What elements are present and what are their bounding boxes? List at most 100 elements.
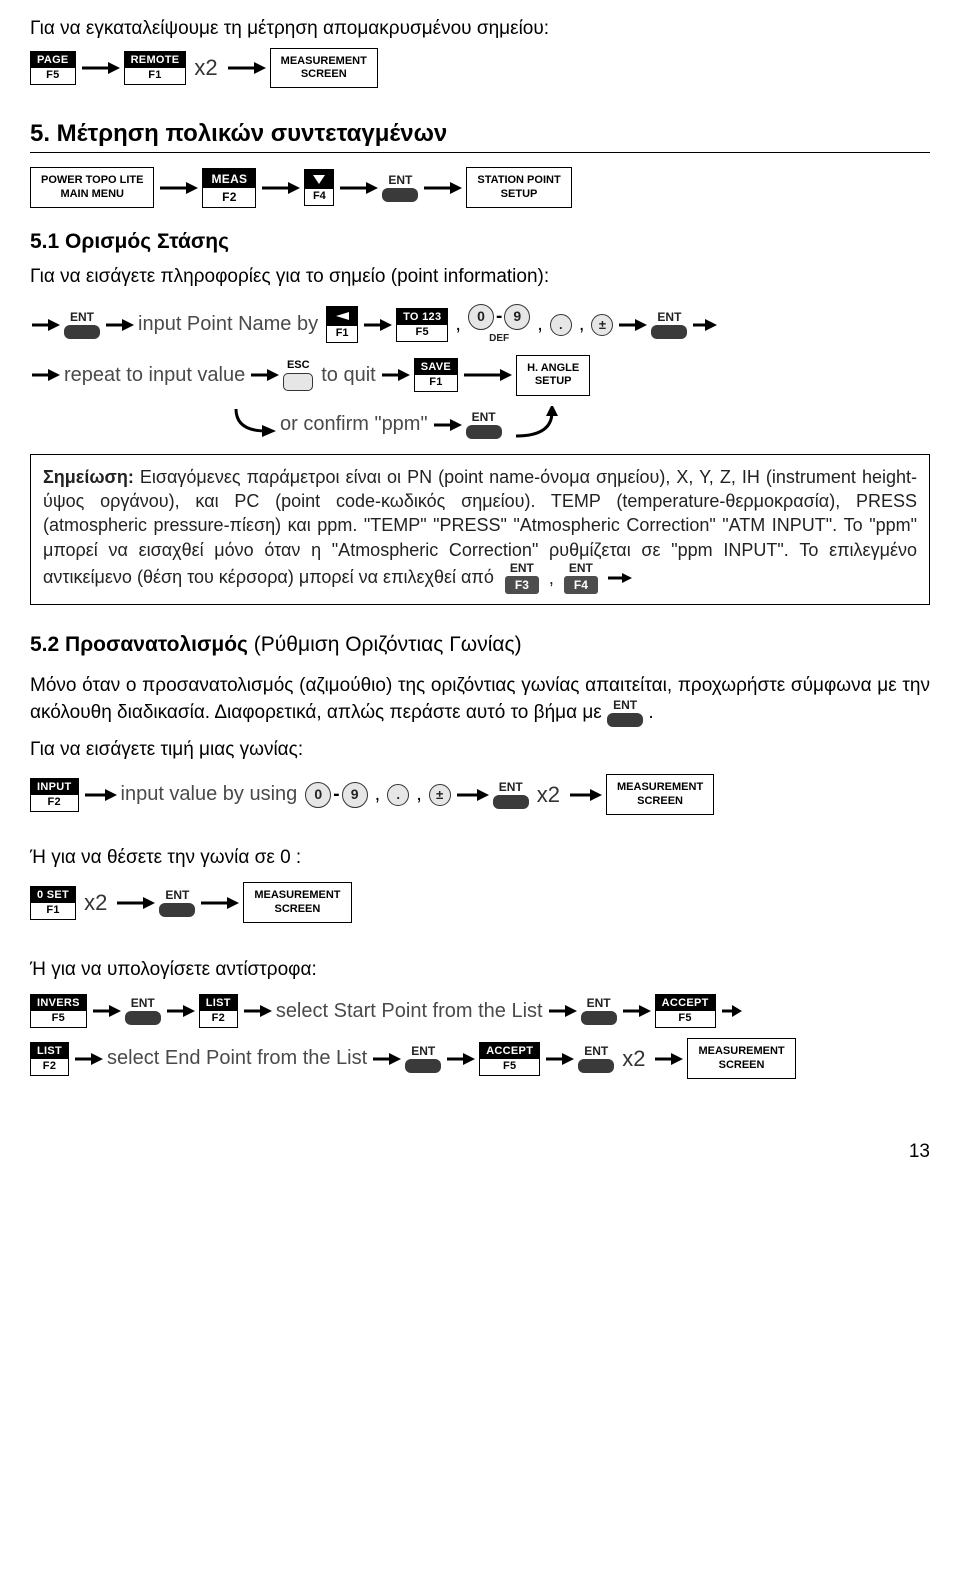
left-arrow-icon [327,307,357,326]
key-ent-inline: ENT [607,699,643,727]
key-dot: . [387,784,409,806]
key-plusminus: ± [591,314,613,336]
ent-button-icon [382,188,418,202]
arrow-right-icon [104,315,134,335]
x2-label: x2 [533,780,564,810]
key-list: LIST F2 [199,994,238,1028]
screen-line: MEASUREMENT [254,889,340,902]
paragraph-5-2-3: Ή για να θέσετε την γωνία σε 0 : [30,845,930,871]
ent-label: ENT [499,781,523,793]
key-top: LIST [200,995,237,1011]
key-top: PAGE [31,52,75,68]
heading-5-2-bold: 5.2 Προσανατολισμός [30,633,248,656]
arrow-right-icon [30,365,60,385]
ent-button-icon [64,325,100,339]
arrow-right-icon [362,315,392,335]
key-ent: ENT F4 [564,562,598,594]
arrow-right-icon [606,570,632,586]
heading-5-1: 5.1 Ορισμός Στάσης [30,228,930,256]
key-left-arrow: F1 [326,306,358,343]
key-ent: ENT [125,997,161,1025]
key-accept: ACCEPT F5 [479,1042,540,1076]
key-f4: F4 [564,576,598,594]
ent-button-icon [578,1059,614,1073]
screen-measurement: MEASUREMENT SCREEN [243,882,351,922]
arrow-right-icon [83,785,117,805]
flow-inverse-2: LIST F2 select End Point from the List E… [30,1038,930,1078]
key-top: INVERS [31,995,86,1011]
note-box: Σημείωση: Εισαγόμενες παράμετροι είναι ο… [30,454,930,605]
ent-button-icon [493,795,529,809]
arrow-right-icon [653,1049,683,1069]
arrow-right-icon [432,415,462,435]
key-top: ACCEPT [480,1043,539,1059]
key-remote: REMOTE F1 [124,51,187,85]
key-bot: F1 [327,326,357,342]
comma: , [413,781,425,808]
arrow-right-icon [380,365,410,385]
label-to-quit: to quit [321,362,375,389]
ent-label: ENT [472,411,496,423]
key-invers: INVERS F5 [30,994,87,1028]
arrow-right-icon [199,893,239,913]
key-plusminus: ± [429,784,451,806]
ent-label: ENT [613,699,637,711]
key-bot: F1 [415,375,457,391]
ent-button-icon [581,1011,617,1025]
dash: - [496,304,502,330]
def-label: DEF [489,332,509,346]
down-arrow-icon [305,170,333,189]
key-ent: ENT [64,311,100,339]
screen-line: MAIN MENU [60,188,124,201]
key-dot: . [550,314,572,336]
screen-line: H. ANGLE [527,362,579,375]
screen-line: POWER TOPO LITE [41,174,143,187]
screen-hangle-setup: H. ANGLE SETUP [516,355,590,395]
key-top: MEAS [203,169,255,188]
key-ent: ENT [466,411,502,439]
key-f3: F3 [505,576,539,594]
key-0: 0 [468,304,494,330]
arrow-right-icon [455,785,489,805]
key-top: ACCEPT [656,995,715,1011]
key-9: 9 [504,304,530,330]
screen-line: SCREEN [637,795,683,808]
comma: , [576,311,588,338]
key-top: TO 123 [397,309,447,325]
flow-inverse-1: INVERS F5 ENT LIST F2 select Start Point… [30,994,930,1028]
label-select-start: select Start Point from the List [276,998,543,1025]
arrow-right-icon [80,58,120,78]
key-ent: ENT [382,174,418,202]
screen-measurement: MEASUREMENT SCREEN [270,48,378,88]
key-0: 0 [305,782,331,808]
arrow-right-icon [445,1049,475,1069]
paragraph-5-2-1a: Μόνο όταν ο προσανατολισμός (αζιμούθιο) … [30,675,930,723]
key-0set: 0 SET F1 [30,886,76,920]
key-top: SAVE [415,359,457,375]
key-top: INPUT [31,779,78,795]
key-9: 9 [342,782,368,808]
key-bot: F1 [31,903,75,919]
curve-arrow-icon [230,407,276,443]
comma: , [534,311,546,338]
heading-5-2-rest: (Ρύθμιση Οριζόντιας Γωνίας) [248,633,522,656]
key-ent: ENT [578,1045,614,1073]
screen-main-menu: POWER TOPO LITE MAIN MENU [30,167,154,207]
note-inline-keys: ENT F3 , ENT F4 [505,562,632,594]
key-bot: F5 [656,1011,715,1027]
key-top: LIST [31,1043,68,1059]
flow-point-info-2: repeat to input value ESC to quit SAVE F… [30,355,930,395]
heading-section-5: 5. Μέτρηση πολικών συντεταγμένων [30,118,930,153]
key-bot: F5 [31,68,75,84]
arrow-right-icon [371,1049,401,1069]
x2-label: x2 [618,1044,649,1074]
key-ent: ENT [159,889,195,917]
arrow-right-icon [462,365,512,385]
text-5-1: Για να εισάγετε πληροφορίες για το σημεί… [30,264,930,290]
arrow-right-icon [691,315,717,335]
key-ent: ENT [651,311,687,339]
arrow-right-icon [158,178,198,198]
screen-line: SETUP [501,188,538,201]
arrow-right-icon [73,1049,103,1069]
arrow-right-icon [260,178,300,198]
